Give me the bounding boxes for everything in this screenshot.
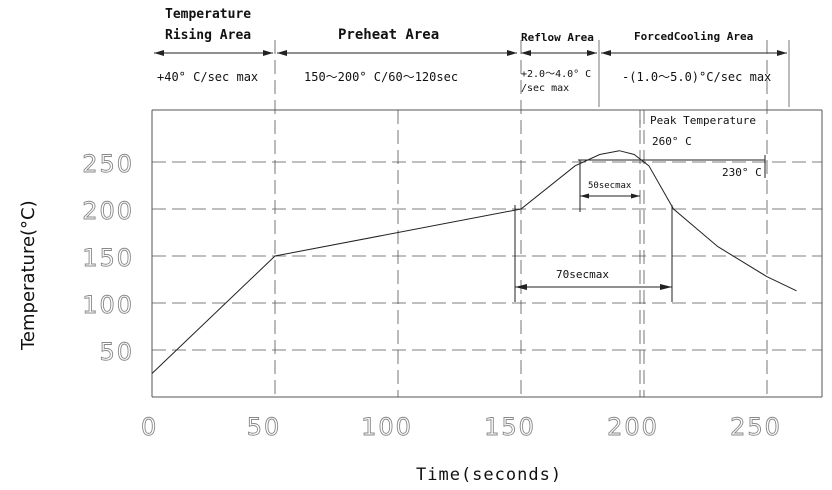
y-tick-label: 50 xyxy=(99,338,134,366)
temperature-curve-line xyxy=(151,150,797,374)
area-name-label: Reflow Area xyxy=(521,31,594,44)
x-tick-label: 100 xyxy=(361,413,413,441)
arrowhead-left-icon xyxy=(515,284,527,290)
annotations: Peak Temperature 260° C 230° C 50secmax 70se… xyxy=(514,114,766,302)
y-axis-title: Temperature(°C) xyxy=(18,200,39,351)
ref-230-label: 230° C xyxy=(722,166,762,179)
arrowhead-right-icon xyxy=(587,50,597,56)
grid-lines xyxy=(151,40,823,398)
area-rate-label: -(1.0～5.0)°C/sec max xyxy=(622,70,771,84)
x-tick-label: 200 xyxy=(607,413,659,441)
area-header: Temperature Rising Area Preheat Area Reflow… xyxy=(154,7,787,94)
arrowhead-right-icon xyxy=(631,193,640,199)
y-tick-label: 200 xyxy=(82,197,134,225)
arrowhead-left-icon xyxy=(601,50,611,56)
axes: 50 100 150 200 250 0 50 100 150 200 250 Time(second… xyxy=(18,150,782,485)
arrowhead-right-icon xyxy=(777,50,787,56)
x-axis-title: Time(seconds) xyxy=(416,465,562,485)
dim-50-label: 50secmax xyxy=(588,181,632,191)
arrowhead-right-icon xyxy=(660,284,672,290)
area-name-label: Preheat Area xyxy=(338,27,439,43)
arrowhead-left-icon xyxy=(521,50,531,56)
dim-70-label: 70secmax xyxy=(556,268,609,281)
area-name-label: ForcedCooling Area xyxy=(634,30,753,43)
arrowhead-left-icon xyxy=(580,193,589,199)
arrowhead-left-icon xyxy=(154,50,164,56)
area-name-label: Rising Area xyxy=(165,28,251,43)
x-tick-label: 0 xyxy=(141,413,158,441)
y-tick-label: 150 xyxy=(82,244,134,272)
arrowhead-right-icon xyxy=(507,50,517,56)
area-rate-label: 150～200° C/60～120sec xyxy=(304,70,458,84)
profile-curve xyxy=(151,150,797,374)
arrowhead-right-icon xyxy=(263,50,273,56)
x-tick-label: 50 xyxy=(247,413,282,441)
peak-value-label: 260° C xyxy=(652,135,692,148)
x-tick-label: 250 xyxy=(730,413,782,441)
arrowhead-left-icon xyxy=(277,50,287,56)
peak-label: Peak Temperature xyxy=(650,114,756,127)
y-tick-label: 250 xyxy=(82,150,134,178)
area-name-label: Temperature xyxy=(165,7,251,22)
area-rate-label: +40° C/sec max xyxy=(157,70,258,84)
area-rate-label: +2.0～4.0° C xyxy=(521,69,591,80)
area-rate-label: /sec max xyxy=(521,83,569,94)
y-tick-label: 100 xyxy=(82,291,134,319)
x-tick-label: 150 xyxy=(484,413,536,441)
